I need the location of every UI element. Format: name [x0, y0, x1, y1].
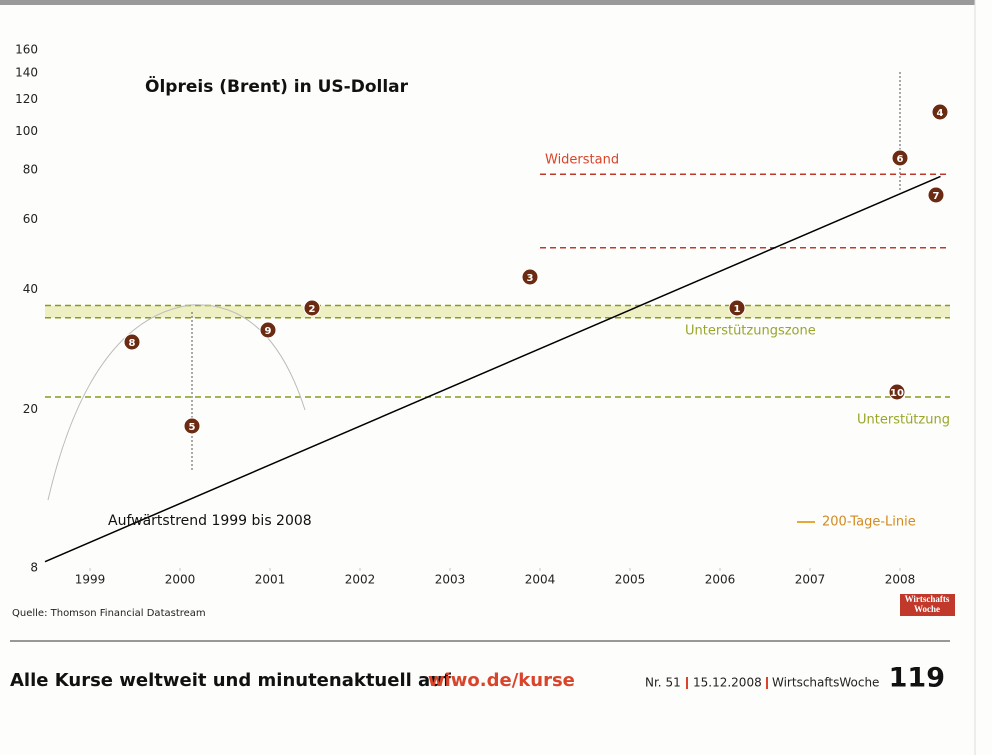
- x-tick-label: 2007: [795, 573, 826, 587]
- support-band: [45, 305, 950, 318]
- logo-text: Woche: [914, 604, 940, 614]
- marker-badge: [303, 299, 321, 317]
- x-tick-label: 2006: [705, 573, 736, 587]
- reference-label: Unterstützungszone: [685, 324, 816, 339]
- marker-badge: [728, 299, 746, 317]
- reference-label: Widerstand: [545, 153, 619, 168]
- x-tick-label: 2003: [435, 573, 466, 587]
- y-tick-label: 20: [23, 402, 38, 416]
- x-tick-label: 2008: [885, 573, 916, 587]
- marker-badge: [259, 321, 277, 339]
- page-number: 119: [889, 663, 945, 694]
- y-tick-label: 8: [30, 561, 38, 575]
- marker-badge: [183, 417, 201, 435]
- marker-label: 9: [265, 326, 272, 337]
- date: 15.12.2008: [693, 676, 762, 690]
- marker-label: 8: [129, 338, 136, 349]
- trend-label: Aufwärtstrend 1999 bis 2008: [108, 513, 312, 529]
- marker-badge: [888, 383, 906, 401]
- logo-box: [900, 594, 955, 616]
- legend-label: 200-Tage-Linie: [822, 515, 916, 530]
- top-edge: [0, 0, 975, 5]
- y-tick-label: 60: [23, 212, 38, 226]
- marker-label: 5: [189, 422, 196, 433]
- separator: [686, 677, 688, 689]
- issue: Nr. 51: [645, 676, 681, 690]
- source: Quelle: Thomson Financial Datastream: [12, 608, 206, 619]
- x-tick-label: 2000: [165, 573, 196, 587]
- chart-title: Ölpreis (Brent) in US-Dollar: [145, 75, 409, 97]
- marker-badge: [521, 268, 539, 286]
- footer-link[interactable]: wiwo.de/kurse: [428, 670, 575, 691]
- marker-label: 3: [527, 273, 534, 284]
- x-tick-label: 1999: [75, 573, 106, 587]
- reference-label: Unterstützung: [857, 413, 950, 428]
- marker-badge: [931, 103, 949, 121]
- x-tick-label: 2001: [255, 573, 286, 587]
- plot: 8 20 40 60 80 100 120 140 160 1999 2000 2001 2002 200…: [15, 43, 950, 587]
- y-tick-label: 40: [23, 282, 38, 296]
- marker-label: 7: [933, 191, 940, 202]
- marker-badge: [891, 149, 909, 167]
- marker-label: 10: [890, 388, 904, 399]
- x-tick-label: 2004: [525, 573, 556, 587]
- marker-badge: [123, 333, 141, 351]
- marker-badge: [927, 186, 945, 204]
- marker-label: 6: [897, 154, 904, 165]
- marker-label: 4: [937, 108, 944, 119]
- magazine: WirtschaftsWoche: [772, 676, 879, 690]
- y-tick-label: 140: [15, 66, 38, 80]
- logo: Wirtschafts Woche: [900, 594, 955, 616]
- x-tick-label: 2005: [615, 573, 646, 587]
- logo-text: Wirtschafts: [905, 594, 950, 604]
- y-tick-label: 160: [15, 43, 38, 57]
- separator: [766, 677, 768, 689]
- guide-arc: [47, 304, 306, 501]
- marker-label: 2: [309, 304, 316, 315]
- y-tick-label: 120: [15, 92, 38, 106]
- marker-label: 1: [734, 304, 741, 315]
- footer-text: Alle Kurse weltweit und minutenaktuell a…: [10, 670, 451, 691]
- y-tick-label: 80: [23, 162, 38, 176]
- trend-line: [44, 175, 941, 563]
- y-tick-label: 100: [15, 124, 38, 138]
- x-tick-label: 2002: [345, 573, 376, 587]
